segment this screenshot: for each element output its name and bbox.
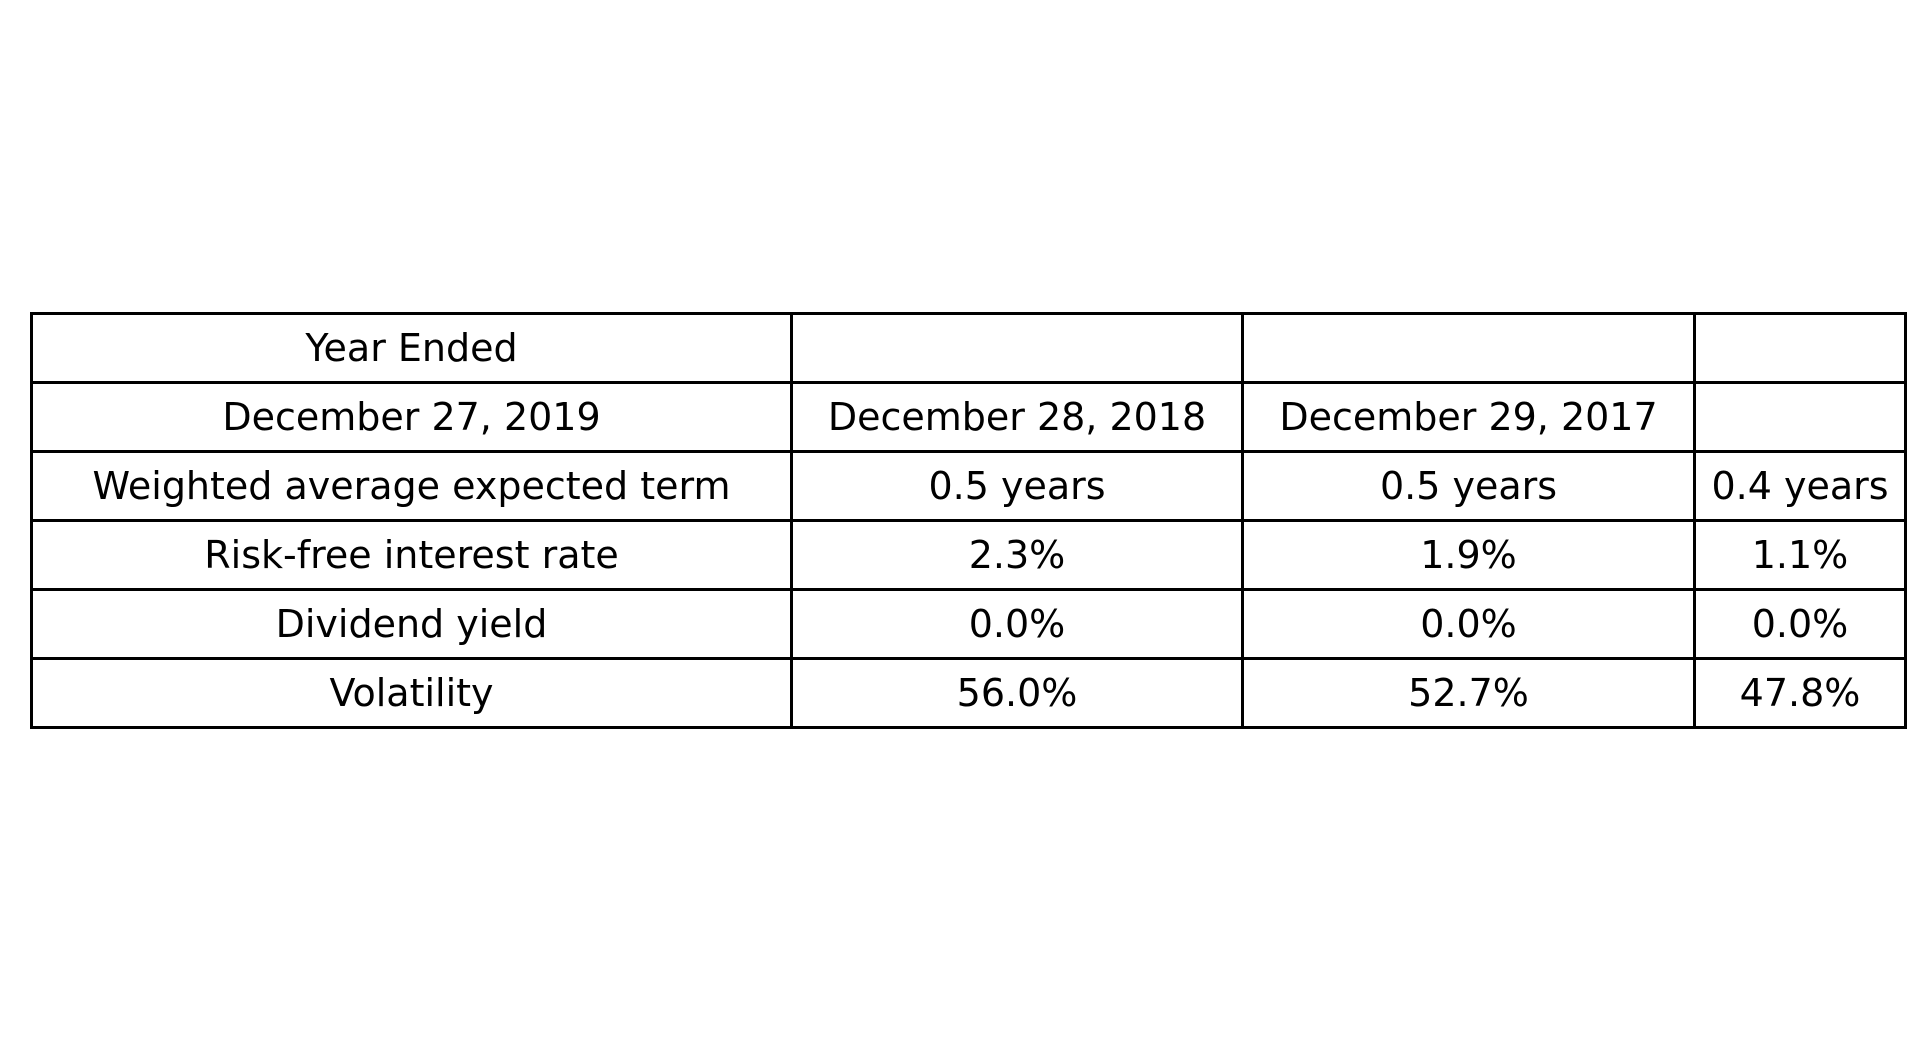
data-table: Year Ended December 27, 2019 December 28… bbox=[30, 312, 1907, 729]
table-cell: Year Ended bbox=[30, 312, 793, 384]
table-cell: December 28, 2018 bbox=[790, 381, 1244, 453]
table-cell: 1.1% bbox=[1693, 519, 1907, 591]
table-row: Year Ended bbox=[30, 312, 1907, 384]
table-cell: 47.8% bbox=[1693, 657, 1907, 729]
table-cell: 56.0% bbox=[790, 657, 1244, 729]
table-cell: 0.0% bbox=[790, 588, 1244, 660]
table-cell: Weighted average expected term bbox=[30, 450, 793, 522]
table-row: Risk-free interest rate 2.3% 1.9% 1.1% bbox=[30, 519, 1907, 591]
table-cell: 52.7% bbox=[1241, 657, 1696, 729]
table-cell bbox=[1241, 312, 1696, 384]
table-row: Dividend yield 0.0% 0.0% 0.0% bbox=[30, 588, 1907, 660]
table-row: Weighted average expected term 0.5 years… bbox=[30, 450, 1907, 522]
table-cell: Volatility bbox=[30, 657, 793, 729]
table-cell bbox=[1693, 381, 1907, 453]
table-row: Volatility 56.0% 52.7% 47.8% bbox=[30, 657, 1907, 729]
table-cell: 0.5 years bbox=[790, 450, 1244, 522]
table-cell: 0.5 years bbox=[1241, 450, 1696, 522]
table-cell: 2.3% bbox=[790, 519, 1244, 591]
table-cell: Risk-free interest rate bbox=[30, 519, 793, 591]
table-cell: 0.4 years bbox=[1693, 450, 1907, 522]
table-cell: 0.0% bbox=[1693, 588, 1907, 660]
table-cell: December 29, 2017 bbox=[1241, 381, 1696, 453]
table-cell: Dividend yield bbox=[30, 588, 793, 660]
table-row: December 27, 2019 December 28, 2018 Dece… bbox=[30, 381, 1907, 453]
table-cell bbox=[790, 312, 1244, 384]
table-cell: 0.0% bbox=[1241, 588, 1696, 660]
table-cell: December 27, 2019 bbox=[30, 381, 793, 453]
table-cell bbox=[1693, 312, 1907, 384]
table-cell: 1.9% bbox=[1241, 519, 1696, 591]
